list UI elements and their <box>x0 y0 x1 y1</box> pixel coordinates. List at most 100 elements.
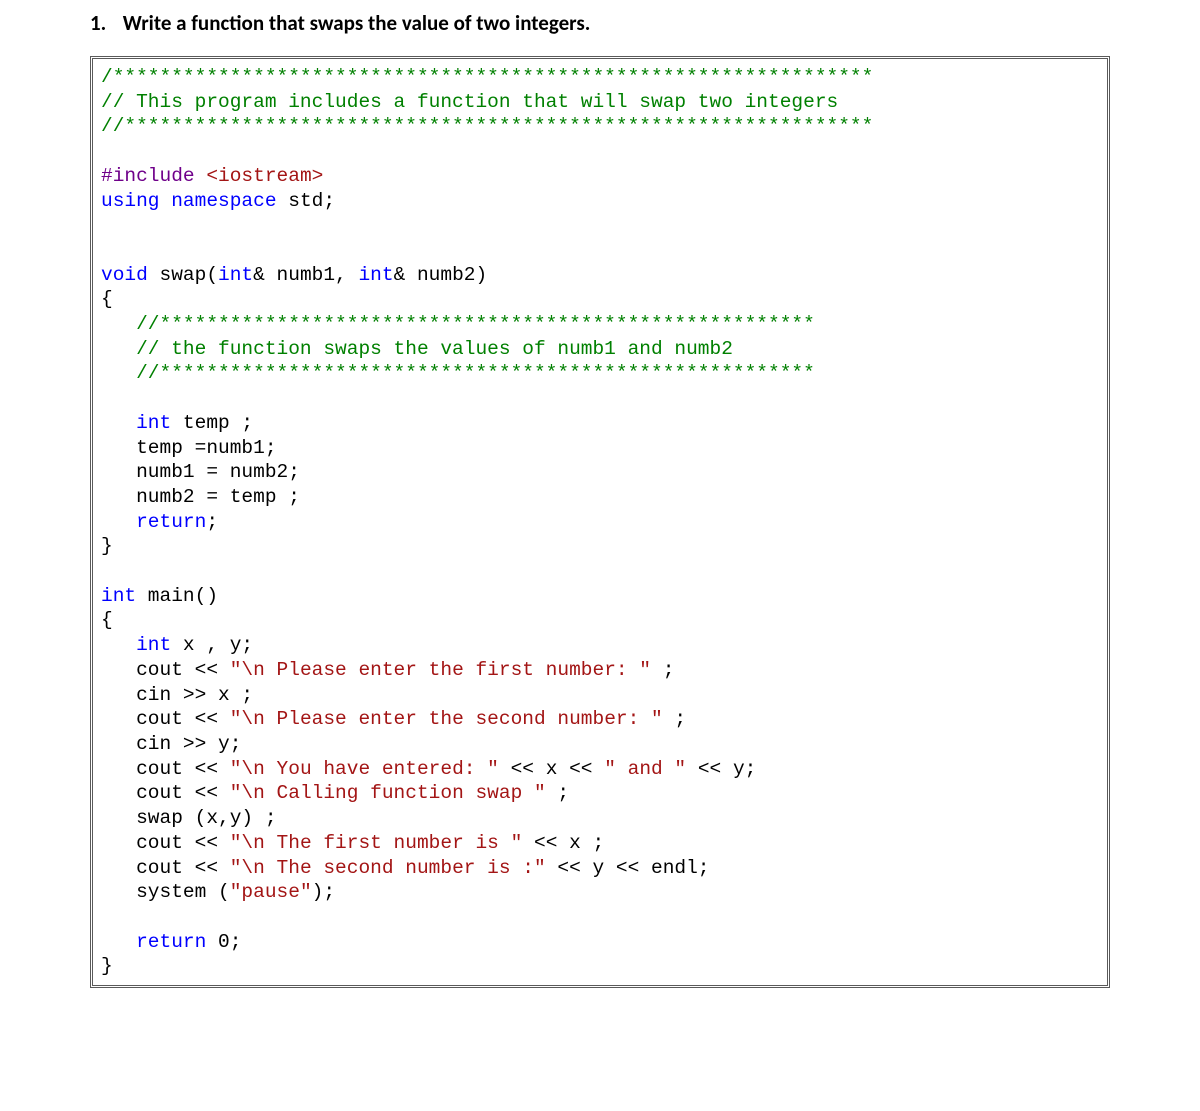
code-line: { <box>101 608 1099 633</box>
code-line: swap (x,y) ; <box>101 806 1099 831</box>
code-line: //**************************************… <box>101 361 1099 386</box>
question-number: 1. <box>90 10 118 36</box>
code-line: cin >> x ; <box>101 683 1099 708</box>
code-token: } <box>101 955 113 977</box>
code-token: "\n Calling function swap " <box>230 782 546 804</box>
code-token <box>195 165 207 187</box>
code-line: } <box>101 954 1099 979</box>
code-line: return; <box>101 510 1099 535</box>
code-token: system ( <box>101 881 230 903</box>
question-text: Write a function that swaps the value of… <box>123 10 591 36</box>
code-token: "\n Please enter the first number: " <box>230 659 651 681</box>
code-token: cin >> y; <box>101 733 241 755</box>
code-line <box>101 559 1099 584</box>
code-token: return <box>136 931 206 953</box>
code-token: int <box>136 634 171 656</box>
code-token <box>160 190 172 212</box>
code-token: cout << <box>101 758 230 780</box>
code-line: /***************************************… <box>101 65 1099 90</box>
code-line: int temp ; <box>101 411 1099 436</box>
code-token: int <box>358 264 393 286</box>
code-token <box>101 511 136 533</box>
code-token: " and " <box>604 758 686 780</box>
code-token: ; <box>663 708 686 730</box>
code-token: //**************************************… <box>136 313 815 335</box>
code-line: cout << "\n The second number is :" << y… <box>101 856 1099 881</box>
code-line <box>101 213 1099 238</box>
code-token: return <box>136 511 206 533</box>
code-token: & numb2) <box>394 264 488 286</box>
code-token: //**************************************… <box>136 362 815 384</box>
code-token: } <box>101 535 113 557</box>
code-token: int <box>101 585 136 607</box>
code-token: "pause" <box>230 881 312 903</box>
code-token: // the function swaps the values of numb… <box>136 338 733 360</box>
code-token: << y << endl; <box>546 857 710 879</box>
code-token: <iostream> <box>206 165 323 187</box>
code-line: return 0; <box>101 930 1099 955</box>
code-token: /***************************************… <box>101 66 873 88</box>
code-line: int x , y; <box>101 633 1099 658</box>
code-token: cout << <box>101 857 230 879</box>
code-token: "\n You have entered: " <box>230 758 499 780</box>
code-token: swap( <box>148 264 218 286</box>
code-token: // This program includes a function that… <box>101 91 838 113</box>
code-token: ; <box>206 511 218 533</box>
code-token: ; <box>651 659 674 681</box>
code-token: cout << <box>101 832 230 854</box>
code-token <box>101 362 136 384</box>
code-line: cout << "\n Please enter the second numb… <box>101 707 1099 732</box>
code-line: cout << "\n You have entered: " << x << … <box>101 757 1099 782</box>
code-line: { <box>101 287 1099 312</box>
code-line: system ("pause"); <box>101 880 1099 905</box>
code-token: temp ; <box>171 412 253 434</box>
code-token: { <box>101 288 113 310</box>
code-line <box>101 905 1099 930</box>
code-token: using <box>101 190 160 212</box>
code-token: & numb1, <box>253 264 358 286</box>
code-token <box>101 338 136 360</box>
code-token: void <box>101 264 148 286</box>
code-token: cout << <box>101 659 230 681</box>
code-token: ; <box>546 782 569 804</box>
code-token: "\n The second number is :" <box>230 857 546 879</box>
code-line: int main() <box>101 584 1099 609</box>
question-heading: 1. Write a function that swaps the value… <box>0 10 1200 46</box>
code-token: numb2 = temp ; <box>101 486 300 508</box>
code-line: } <box>101 534 1099 559</box>
code-token <box>101 931 136 953</box>
code-line: cout << "\n Calling function swap " ; <box>101 781 1099 806</box>
code-line: void swap(int& numb1, int& numb2) <box>101 263 1099 288</box>
code-token: { <box>101 609 113 631</box>
code-token: main() <box>136 585 218 607</box>
code-line: // This program includes a function that… <box>101 90 1099 115</box>
code-token: cout << <box>101 708 230 730</box>
code-line: numb2 = temp ; <box>101 485 1099 510</box>
code-token: int <box>218 264 253 286</box>
code-token <box>101 634 136 656</box>
code-token: //**************************************… <box>101 115 873 137</box>
code-token: << x ; <box>522 832 604 854</box>
code-token <box>101 412 136 434</box>
code-token: << y; <box>686 758 756 780</box>
code-token: "\n The first number is " <box>230 832 523 854</box>
code-token: std; <box>277 190 336 212</box>
code-line: #include <iostream> <box>101 164 1099 189</box>
code-line: //**************************************… <box>101 312 1099 337</box>
code-token: ); <box>312 881 335 903</box>
code-line: //**************************************… <box>101 114 1099 139</box>
code-line <box>101 139 1099 164</box>
code-token: namespace <box>171 190 276 212</box>
code-token: #include <box>101 165 195 187</box>
code-line: temp =numb1; <box>101 436 1099 461</box>
code-token: "\n Please enter the second number: " <box>230 708 663 730</box>
code-token: int <box>136 412 171 434</box>
code-line: // the function swaps the values of numb… <box>101 337 1099 362</box>
code-line: cout << "\n The first number is " << x ; <box>101 831 1099 856</box>
code-token: temp =numb1; <box>101 437 277 459</box>
code-token: << x << <box>499 758 604 780</box>
code-block: /***************************************… <box>90 56 1110 988</box>
code-token <box>101 313 136 335</box>
code-line: numb1 = numb2; <box>101 460 1099 485</box>
code-line <box>101 386 1099 411</box>
